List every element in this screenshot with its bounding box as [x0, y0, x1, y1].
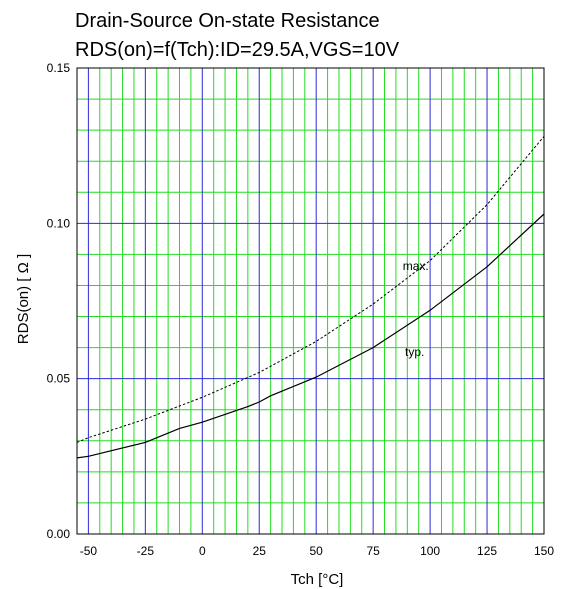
y-tick-label: 0.15	[47, 61, 71, 75]
x-tick-label: 125	[477, 544, 497, 558]
x-tick-label: 50	[310, 544, 324, 558]
x-tick-label: 0	[199, 544, 206, 558]
x-tick-label: -25	[137, 544, 155, 558]
x-tick-label: 150	[534, 544, 554, 558]
series-label-typ: typ.	[405, 345, 424, 359]
chart-title: Drain-Source On-state Resistance	[75, 10, 380, 32]
x-tick-label: 75	[366, 544, 380, 558]
y-axis-label: RDS(on) [ Ω ]	[15, 254, 32, 344]
plot-background	[77, 68, 544, 534]
chart-subtitle: RDS(on)=f(Tch):ID=29.5A,VGS=10V	[75, 39, 400, 61]
plot-area	[77, 68, 544, 534]
x-axis-label: Tch [°C]	[291, 571, 344, 588]
x-tick-label: 100	[420, 544, 440, 558]
x-tick-label: -50	[80, 544, 98, 558]
y-tick-labels: 0.00 0.05 0.10 0.15	[47, 61, 71, 541]
y-tick-label: 0.00	[47, 527, 71, 541]
y-tick-label: 0.05	[47, 372, 71, 386]
x-tick-labels: -50 -25 0 25 50 75 100 125 150	[80, 544, 555, 558]
series-label-max: max.	[403, 259, 429, 273]
x-tick-label: 25	[253, 544, 267, 558]
y-tick-label: 0.10	[47, 216, 71, 230]
